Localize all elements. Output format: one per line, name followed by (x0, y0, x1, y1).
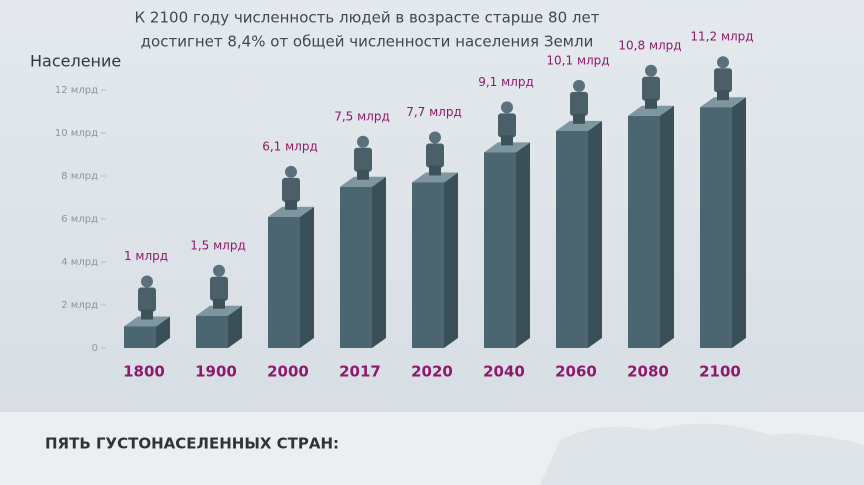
bar-top (268, 206, 314, 217)
figure-icon (645, 98, 657, 109)
bar (628, 115, 660, 348)
bar (124, 326, 156, 348)
bar (196, 315, 228, 348)
bar-top (196, 305, 242, 316)
figure-icon (714, 68, 732, 93)
y-tick-label: 12 млрд (55, 85, 98, 96)
x-tick-label: 1800 (123, 363, 165, 381)
bar-side (444, 172, 458, 348)
bar (556, 130, 588, 348)
figure-icon (645, 64, 657, 77)
bar-top (628, 105, 674, 116)
figure-icon (210, 276, 228, 301)
figure-icon (573, 79, 585, 92)
figure-icon (138, 287, 156, 312)
figure-icon (498, 113, 516, 138)
value-label: 10,1 млрд (546, 53, 609, 67)
bar-side (660, 105, 674, 348)
figure-icon (213, 298, 225, 309)
bar-side (732, 97, 746, 348)
y-tick-label: 8 млрд (61, 171, 98, 182)
x-tick-label: 2020 (411, 363, 453, 381)
value-label: 11,2 млрд (690, 30, 753, 44)
bar-top (556, 120, 602, 131)
figure-icon (141, 275, 153, 288)
value-label: 6,1 млрд (262, 139, 318, 153)
y-tick-label: 4 млрд (61, 257, 98, 268)
bar (340, 186, 372, 348)
x-tick-label: 2000 (267, 363, 309, 381)
bar-side (156, 316, 170, 348)
figure-icon (285, 165, 297, 178)
value-label: 7,5 млрд (334, 109, 390, 123)
bar-side (300, 206, 314, 348)
bar-side (588, 120, 602, 348)
bar (268, 216, 300, 348)
x-tick-label: 2100 (699, 363, 741, 381)
figure-icon (429, 131, 441, 144)
x-tick-label: 2017 (339, 363, 381, 381)
bar-side (372, 176, 386, 348)
y-tick-label: 0 (92, 343, 98, 354)
figure-icon (429, 165, 441, 176)
x-tick-label: 1900 (195, 363, 237, 381)
figure-icon (573, 113, 585, 124)
chart-title: К 2100 году численность людей в возрасте… (135, 9, 600, 27)
figure-icon (357, 169, 369, 180)
y-tick-label: 2 млрд (61, 300, 98, 311)
bar-top (340, 176, 386, 187)
figure-icon (501, 135, 513, 146)
map-decoration (540, 423, 864, 485)
bar (700, 107, 732, 348)
figure-icon (426, 143, 444, 168)
figure-icon (282, 177, 300, 202)
figure-icon (717, 56, 729, 69)
value-label: 1,5 млрд (190, 238, 246, 252)
value-label: 9,1 млрд (478, 75, 534, 89)
figure-icon (570, 91, 588, 116)
value-label: 7,7 млрд (406, 105, 462, 119)
x-tick-label: 2040 (483, 363, 525, 381)
bar-side (516, 142, 530, 348)
y-tick-label: 10 млрд (55, 128, 98, 139)
bar-top (700, 97, 746, 108)
bar-top (484, 142, 530, 153)
bar-top (412, 172, 458, 183)
bar-top (124, 316, 170, 327)
figure-icon (501, 101, 513, 114)
x-tick-label: 2060 (555, 363, 597, 381)
bar (484, 152, 516, 348)
bar-side (228, 305, 242, 348)
bar (412, 182, 444, 348)
x-tick-label: 2080 (627, 363, 669, 381)
figure-icon (141, 309, 153, 320)
figure-icon (285, 199, 297, 210)
figure-icon (642, 76, 660, 101)
y-tick-label: 6 млрд (61, 214, 98, 225)
chart-title: достигнет 8,4% от общей численности насе… (141, 33, 594, 51)
value-label: 10,8 млрд (618, 38, 681, 52)
figure-icon (213, 264, 225, 277)
value-label: 1 млрд (124, 249, 168, 263)
figure-icon (354, 147, 372, 172)
section-heading: ПЯТЬ ГУСТОНАСЕЛЕННЫХ СТРАН: (45, 435, 339, 453)
y-axis-label: Население (30, 52, 121, 71)
figure-icon (717, 90, 729, 101)
figure-icon (357, 135, 369, 148)
